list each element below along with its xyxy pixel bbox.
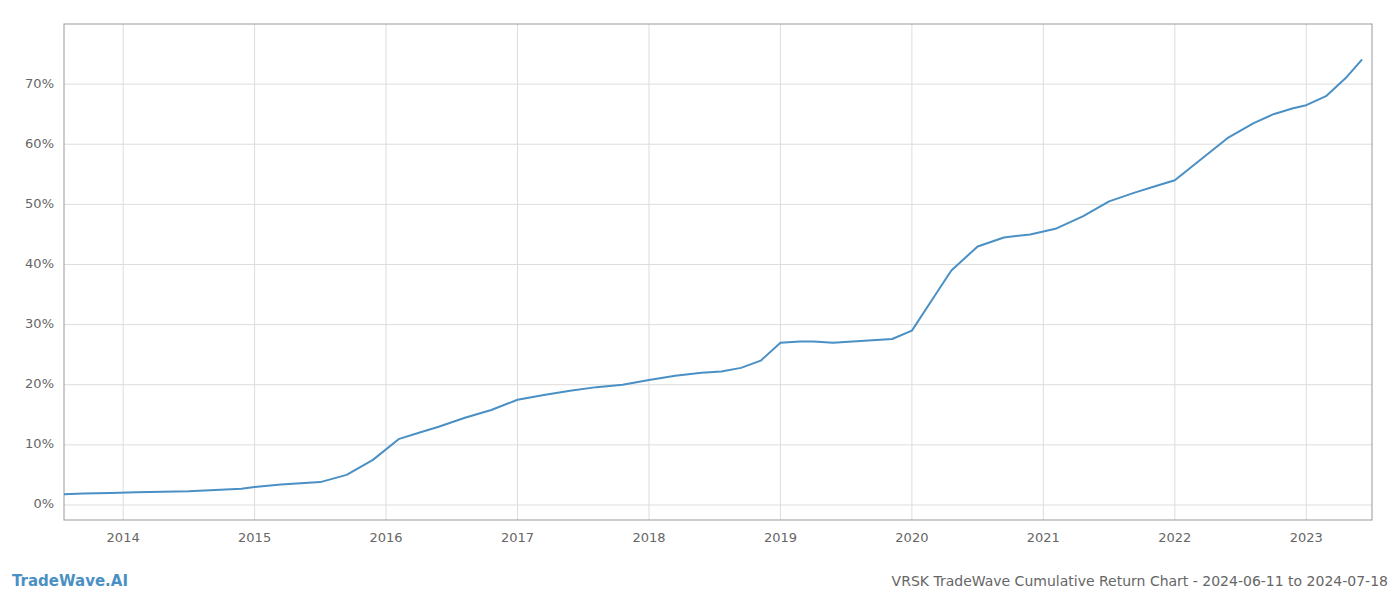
- x-grid-line: [123, 24, 124, 520]
- y-grid-line: [64, 144, 1372, 145]
- x-tick-label: 2017: [501, 530, 534, 545]
- x-tick-label: 2014: [107, 530, 140, 545]
- x-grid-line: [1174, 24, 1175, 520]
- x-grid-line: [911, 24, 912, 520]
- y-grid-line: [64, 504, 1372, 505]
- y-tick-label: 10%: [25, 436, 54, 451]
- y-grid-line: [64, 444, 1372, 445]
- plot-data: [64, 60, 1361, 494]
- y-tick-label: 0%: [33, 496, 54, 511]
- chart-title: VRSK TradeWave Cumulative Return Chart -…: [892, 573, 1388, 589]
- tick-labels: 0% 10% 20% 30% 40% 50% 60% 70% 2014 2015 2016 2017 2…: [25, 76, 1323, 545]
- x-grid-line: [254, 24, 255, 520]
- x-grid-line: [648, 24, 649, 520]
- plot-frame: [64, 24, 1372, 520]
- y-tick-label: 50%: [25, 196, 54, 211]
- x-tick-label: 2015: [238, 530, 271, 545]
- y-grid-line: [64, 384, 1372, 385]
- x-grid-line: [780, 24, 781, 520]
- x-grid-line: [1306, 24, 1307, 520]
- watermark: TradeWave.AI: [12, 572, 128, 590]
- x-tick-label: 2016: [370, 530, 403, 545]
- x-grid-line: [517, 24, 518, 520]
- y-tick-label: 30%: [25, 316, 54, 331]
- x-tick-label: 2020: [895, 530, 928, 545]
- x-tick-label: 2019: [764, 530, 797, 545]
- y-grid-line: [64, 204, 1372, 205]
- x-grid-line: [386, 24, 387, 520]
- x-tick-label: 2018: [632, 530, 665, 545]
- x-tick-label: 2023: [1290, 530, 1323, 545]
- y-grid-line: [64, 324, 1372, 325]
- y-tick-label: 40%: [25, 256, 54, 271]
- y-tick-label: 70%: [25, 76, 54, 91]
- grid: [64, 24, 1372, 520]
- y-tick-label: 20%: [25, 376, 54, 391]
- return-line: [64, 60, 1361, 494]
- chart-container: 0% 10% 20% 30% 40% 50% 60% 70% 2014 2015 2016 2017 2…: [0, 0, 1400, 600]
- chart-svg: 0% 10% 20% 30% 40% 50% 60% 70% 2014 2015 2016 2017 2…: [0, 0, 1400, 600]
- y-tick-label: 60%: [25, 136, 54, 151]
- x-tick-label: 2022: [1158, 530, 1191, 545]
- y-grid-line: [64, 84, 1372, 85]
- y-grid-line: [64, 264, 1372, 265]
- x-tick-label: 2021: [1027, 530, 1060, 545]
- x-grid-line: [1043, 24, 1044, 520]
